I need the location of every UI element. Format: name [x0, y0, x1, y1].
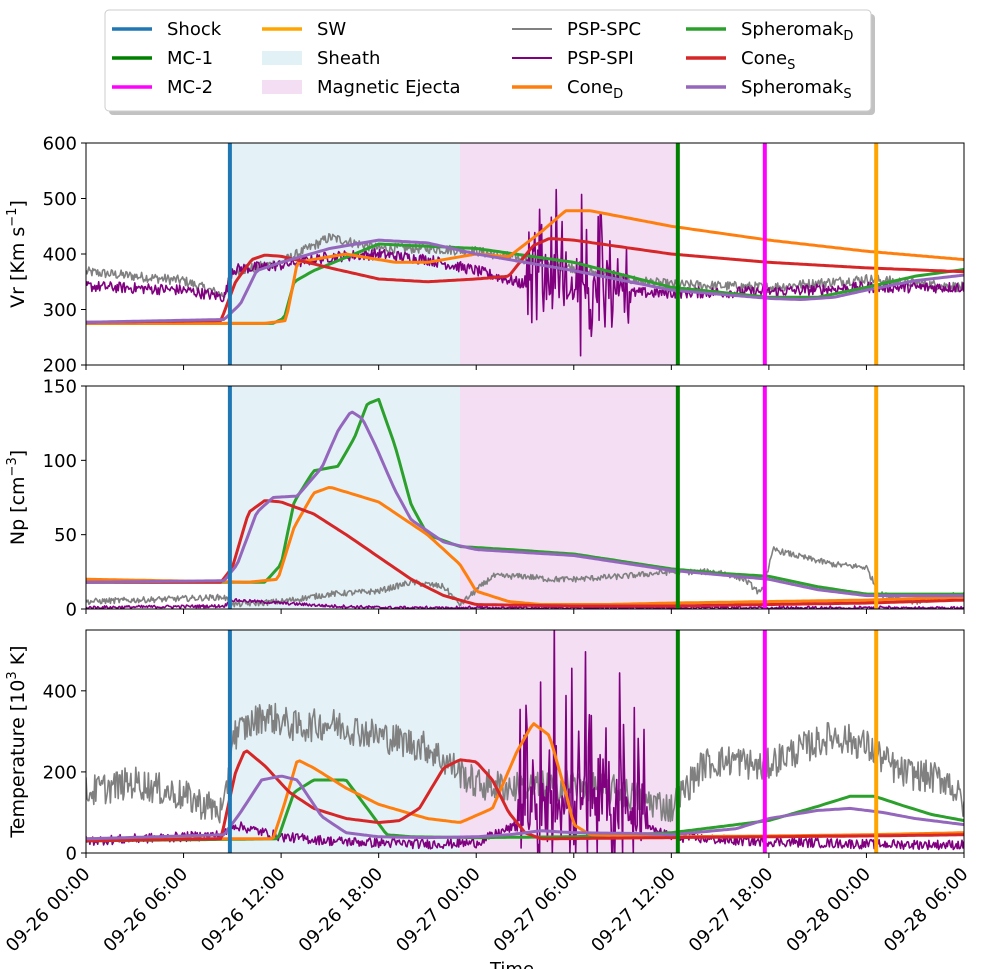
legend-entry-coneS: ConeS [686, 48, 795, 73]
legend-label-spc: PSP-SPC [567, 19, 641, 40]
series-coneD-np [86, 486, 964, 606]
legend-entry-spi: PSP-SPI [512, 48, 634, 69]
panel-np: 0 50 100 150 Np [cm−3] [5, 377, 965, 621]
legend-label-spi: PSP-SPI [567, 48, 634, 69]
legend-entry-shock: Shock [112, 19, 222, 40]
legend: Shock MC-1 MC-2 SW Sheath Magnetic Ejecta PSP-… [104, 9, 875, 115]
plot-area-vr [86, 143, 964, 365]
legend-label-mc1: MC-1 [167, 48, 213, 69]
x-tick-label: 09-26 12:00 [197, 864, 290, 957]
legend-label-shock: Shock [167, 19, 222, 40]
legend-swatch-sheath [262, 51, 302, 65]
x-tick-label: 09-26 06:00 [100, 864, 193, 957]
series-spheroS-np [86, 410, 964, 598]
series-spheroS-temp [86, 774, 964, 841]
legend-swatch-ejecta [262, 80, 302, 94]
legend-label-sub: S [787, 58, 795, 73]
series-spc-np [86, 546, 964, 608]
series-coneS-vr [86, 237, 964, 324]
region-sheath [229, 386, 460, 609]
series-spheroS-vr [86, 238, 964, 324]
legend-label-sub: S [843, 87, 851, 102]
legend-label-sw: SW [317, 19, 346, 40]
legend-label-sub: D [843, 29, 853, 44]
series-spi-vr [86, 188, 964, 357]
y-tick-label-np: 0 [66, 600, 77, 621]
y-tick-label-vr: 600 [43, 134, 77, 155]
legend-entry-sw: SW [262, 19, 346, 40]
legend-entry-spc: PSP-SPC [512, 19, 641, 40]
x-tick-label: 09-27 00:00 [392, 864, 485, 957]
legend-label-coneS: ConeS [741, 48, 795, 73]
series-coneD-vr [86, 209, 964, 325]
plot-area-np [86, 386, 964, 609]
y-tick-label-np: 150 [43, 377, 77, 398]
legend-label-sheath: Sheath [317, 48, 380, 69]
legend-entry-mc2: MC-2 [112, 77, 213, 98]
legend-entry-spheroS: SpheromakS [686, 77, 852, 102]
legend-label-mc2: MC-2 [167, 77, 213, 98]
y-tick-label-temp: 400 [43, 681, 77, 702]
x-tick-label: 09-28 00:00 [782, 864, 875, 957]
legend-entry-spheroD: SpheromakD [686, 19, 853, 44]
panel-temp: 0 200 400 Temperature [103 K] [5, 629, 965, 865]
legend-label-ejecta: Magnetic Ejecta [317, 77, 461, 98]
y-tick-label-vr: 500 [43, 189, 77, 210]
x-tick-label: 09-26 00:00 [2, 864, 95, 957]
legend-label-sub: D [613, 87, 623, 102]
y-tick-label-vr: 300 [43, 300, 77, 321]
x-tick-label: 09-28 06:00 [880, 864, 973, 957]
x-tick-label: 09-27 18:00 [685, 864, 778, 957]
x-tick-label: 09-26 18:00 [295, 864, 388, 957]
y-tick-label-temp: 200 [43, 762, 77, 783]
y-tick-label-vr: 200 [43, 356, 77, 377]
series-spi-temp [86, 630, 964, 853]
legend-entry-ejecta: Magnetic Ejecta [262, 77, 461, 98]
panel-vr: 200 300 400 500 600 Vr [Km s−1] [5, 134, 965, 377]
plot-area-temp [86, 630, 964, 853]
y-axis-label-temp: Temperature [103 K] [5, 645, 29, 838]
x-axis-label: Time [489, 959, 534, 969]
legend-label-spheroS: SpheromakS [741, 77, 852, 102]
y-axis-label-np: Np [cm−3] [5, 450, 29, 545]
x-tick-label: 09-27 06:00 [490, 864, 583, 957]
y-tick-label-temp: 0 [66, 844, 77, 865]
y-tick-label-np: 50 [54, 525, 77, 546]
legend-frame [104, 9, 872, 112]
legend-label-spheroD: SpheromakD [741, 19, 853, 44]
y-tick-label-vr: 400 [43, 245, 77, 266]
axes-frame-np [85, 385, 965, 610]
legend-entry-mc1: MC-1 [112, 48, 213, 69]
y-tick-label-np: 100 [43, 451, 77, 472]
region-ejecta [459, 143, 678, 365]
axes-frame-temp [85, 629, 965, 854]
x-tick-label: 09-27 12:00 [587, 864, 680, 957]
y-axis-label-vr: Vr [Km s−1] [5, 200, 29, 308]
series-coneS-np [86, 499, 964, 608]
legend-entry-sheath: Sheath [262, 48, 380, 69]
